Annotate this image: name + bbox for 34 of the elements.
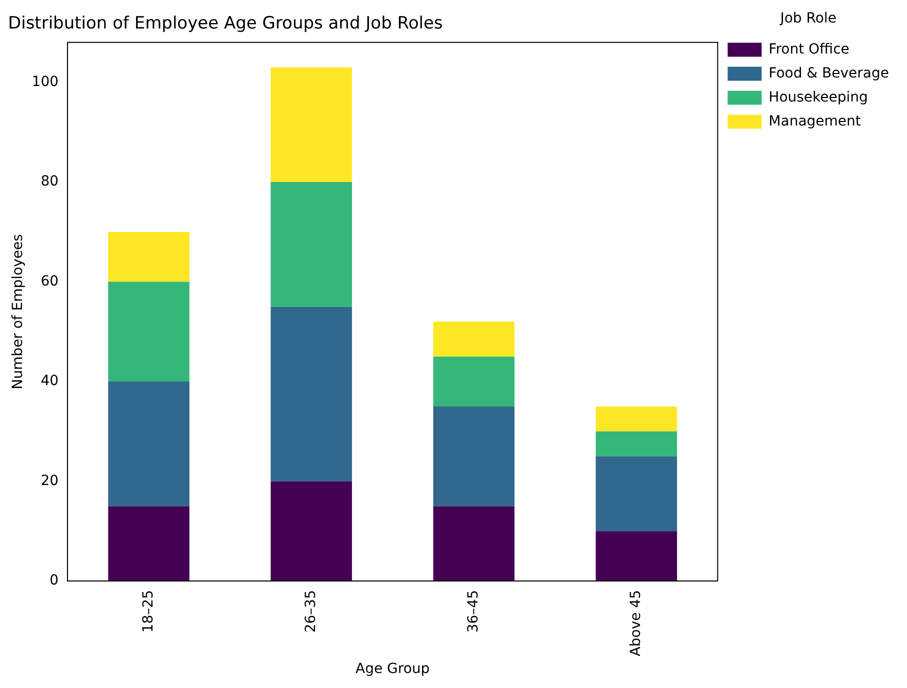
bar — [270, 67, 352, 182]
x-tick-label: Above 45 — [628, 590, 644, 656]
x-tick-label: 18–25 — [140, 590, 156, 633]
x-tick-label: 26–35 — [302, 590, 319, 633]
bar — [108, 506, 190, 582]
x-axis-title: Age Group — [356, 661, 430, 678]
y-tick-label: 80 — [40, 174, 59, 190]
y-tick-label: 40 — [40, 373, 59, 390]
y-axis-title: Number of Employees — [10, 234, 26, 390]
bar — [596, 531, 678, 582]
bar — [596, 431, 678, 456]
y-tick-label: 60 — [40, 273, 59, 290]
legend-label: Front Office — [768, 41, 850, 58]
legend-label: Housekeeping — [768, 89, 868, 106]
y-tick-label: 0 — [50, 572, 59, 589]
bar — [433, 406, 514, 506]
legend-label: Food & Beverage — [768, 65, 890, 82]
bar — [433, 506, 514, 582]
bar — [108, 382, 190, 506]
bar — [108, 232, 190, 282]
bar — [270, 481, 352, 582]
legend-title: Job Role — [779, 10, 836, 27]
bar — [433, 356, 514, 406]
bar — [270, 306, 352, 482]
x-tick-label: 36–45 — [466, 590, 482, 633]
y-tick-label: 100 — [32, 74, 59, 90]
chart-title: Distribution of Employee Age Groups and Job Roles — [8, 14, 443, 34]
bar — [596, 456, 678, 532]
bar — [108, 282, 190, 382]
bar — [270, 182, 352, 307]
y-tick-label: 20 — [40, 472, 59, 489]
bar — [433, 322, 514, 357]
bar — [596, 406, 678, 432]
legend-label: Management — [768, 113, 862, 130]
